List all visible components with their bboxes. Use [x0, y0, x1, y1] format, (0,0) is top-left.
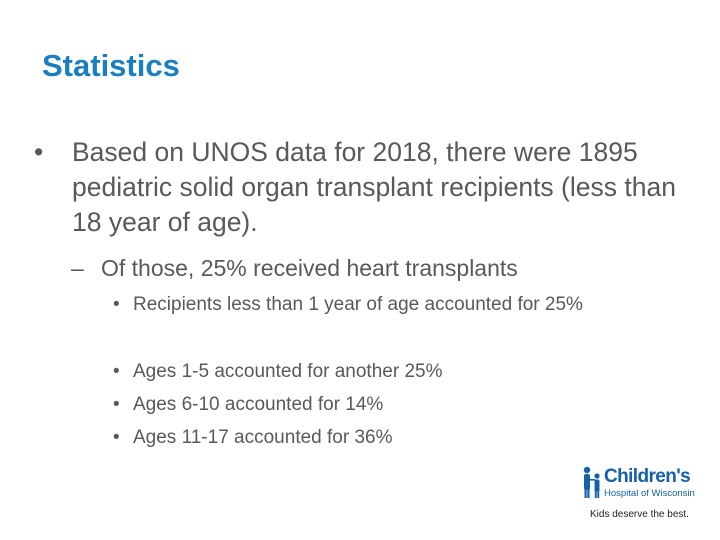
bullet-marker: •	[113, 294, 120, 315]
dash-marker: –	[71, 255, 84, 281]
nested-bullet-text: Ages 11-17 accounted for 36%	[133, 427, 393, 448]
bullet-marker: •	[113, 427, 120, 448]
nested-bullet-item: • Ages 11-17 accounted for 36%	[113, 426, 393, 449]
nested-bullet-text: Ages 6-10 accounted for 14%	[133, 394, 384, 415]
family-figures-icon	[583, 466, 600, 498]
nested-bullet-item: • Ages 6-10 accounted for 14%	[113, 393, 384, 416]
slide-title: Statistics	[42, 48, 180, 83]
sub-bullet-text: Of those, 25% received heart transplants	[101, 255, 518, 281]
sub-bullet-item: – Of those, 25% received heart transplan…	[71, 253, 681, 283]
nested-bullet-text: Recipients less than 1 year of age accou…	[133, 294, 583, 315]
logo-subtitle: Hospital of Wisconsin	[604, 488, 695, 499]
bullet-marker: •	[113, 361, 120, 382]
nested-bullet-text: Ages 1-5 accounted for another 25%	[133, 361, 443, 382]
logo-tagline: Kids deserve the best.	[590, 509, 689, 520]
nested-bullet-item: • Ages 1-5 accounted for another 25%	[113, 360, 443, 383]
bullet-marker: •	[34, 137, 44, 167]
nested-bullet-item: • Recipients less than 1 year of age acc…	[113, 293, 673, 316]
bullet-item: • Based on UNOS data for 2018, there wer…	[34, 135, 692, 240]
logo-name: Children's	[604, 466, 691, 487]
bullet-text: Based on UNOS data for 2018, there were …	[72, 137, 676, 237]
bullet-marker: •	[113, 394, 120, 415]
childrens-hospital-logo: Children's Hospital of Wisconsin Kids de…	[582, 466, 712, 524]
